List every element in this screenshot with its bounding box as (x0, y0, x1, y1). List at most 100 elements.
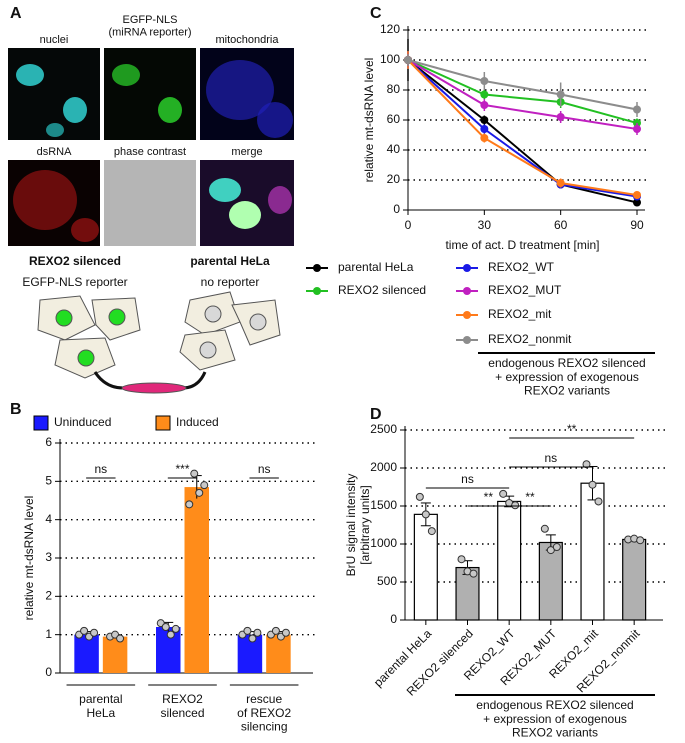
nucleus (16, 64, 44, 86)
image-label: mitochondria (216, 34, 280, 46)
data-point (633, 125, 641, 133)
dsrna (13, 170, 77, 230)
data-point (480, 134, 489, 142)
image (104, 160, 196, 246)
dsrna (71, 218, 99, 242)
y-tick-label: 3 (45, 550, 52, 564)
x-tick-label: 0 (405, 218, 412, 232)
y-tick-label: 1 (45, 627, 52, 641)
bar (74, 634, 99, 673)
replicate-point (116, 634, 125, 643)
bar (266, 634, 291, 673)
replicate-point (281, 628, 290, 637)
replicate-point (185, 500, 194, 509)
series-line (407, 59, 638, 111)
legend-label: REXO2_MUT (488, 283, 562, 297)
y-tick-label: 2500 (370, 422, 397, 436)
nucleus (249, 313, 267, 331)
nucleus (46, 123, 64, 137)
y-axis-label: relative mt-dsRNA level (362, 58, 376, 183)
y-tick-label: 2 (45, 589, 52, 603)
replicate-point (421, 510, 430, 519)
y-tick-label: 1000 (370, 536, 397, 550)
x-tick-label: parental HeLa (79, 692, 122, 720)
bar (184, 487, 209, 673)
legend-label: Induced (176, 415, 219, 429)
legend-dot (463, 336, 471, 344)
data-point (480, 77, 489, 85)
legend-swatch (155, 415, 171, 431)
x-tick-label: REXO2 silenced (160, 692, 204, 720)
replicate-point (243, 626, 252, 635)
y-tick-label: 0 (390, 612, 397, 626)
panel-letter: C (370, 5, 382, 22)
legend-label: REXO2_WT (488, 260, 555, 274)
bar (622, 538, 647, 621)
x-axis-label: time of act. D treatment [min] (445, 238, 599, 252)
replicate-point (171, 624, 180, 633)
x-tick-label: 90 (630, 218, 644, 232)
replicate-point (166, 630, 175, 639)
y-tick-label: 1500 (370, 498, 397, 512)
nucleus (204, 305, 222, 323)
annotation: ** (525, 490, 535, 504)
replicate-point (499, 489, 508, 498)
group-subtitle: no reporter (201, 275, 260, 289)
data-point (556, 113, 565, 121)
nucleus (112, 64, 140, 86)
y-tick-label: 4 (45, 512, 52, 526)
y-tick-label: 100 (380, 52, 400, 66)
data-point (404, 56, 412, 64)
nucleus (268, 186, 292, 214)
replicate-point (415, 492, 424, 501)
nucleus (209, 178, 241, 202)
replicate-point (80, 626, 89, 635)
panel-letter: A (10, 5, 22, 22)
image-label: dsRNA (37, 146, 73, 158)
image-label: nuclei (40, 34, 69, 46)
legend-dot (463, 264, 471, 272)
annotation: ns (461, 472, 474, 486)
dish (121, 382, 187, 394)
replicate-point (636, 536, 645, 545)
data-point (633, 198, 641, 207)
series-line (407, 59, 638, 204)
y-tick-label: 60 (387, 112, 401, 126)
legend-dot (313, 264, 321, 272)
replicate-point (90, 628, 99, 637)
legend-swatch (33, 415, 49, 431)
cell-cartoons (37, 291, 281, 394)
panel-letter: B (10, 401, 22, 418)
replicate-point (195, 488, 204, 497)
annotation: ** (484, 490, 494, 504)
replicate-point (594, 497, 603, 506)
group-title: REXO2 silenced (29, 254, 121, 268)
data-point (480, 116, 489, 124)
replicate-point (588, 480, 597, 489)
nucleus (229, 201, 261, 229)
y-tick-label: 5 (45, 474, 52, 488)
annotation: *** (175, 462, 189, 476)
legend-dot (463, 287, 471, 295)
replicate-point (457, 555, 466, 564)
panel-letter: D (370, 406, 382, 423)
legend-dot (313, 287, 321, 295)
bar (538, 541, 563, 621)
replicate-point (511, 501, 520, 510)
x-tick-label: 60 (554, 218, 568, 232)
y-axis-label: BrU signal intensity[arbitrary units] (344, 474, 372, 577)
annotation: ns (258, 462, 271, 476)
data-point (556, 90, 565, 99)
y-tick-label: 0 (393, 202, 400, 216)
annotation: ** (567, 422, 577, 436)
legend-label: Uninduced (54, 415, 111, 429)
bar (497, 500, 522, 621)
y-tick-label: 2000 (370, 460, 397, 474)
mitochondria (257, 102, 293, 138)
image-label: EGFP-NLS (miRNA reporter) (108, 14, 191, 39)
note: endogenous REXO2 silenced + expression of… (476, 698, 633, 740)
y-tick-label: 6 (45, 435, 52, 449)
data-point (633, 191, 641, 199)
nucleus (158, 97, 182, 123)
